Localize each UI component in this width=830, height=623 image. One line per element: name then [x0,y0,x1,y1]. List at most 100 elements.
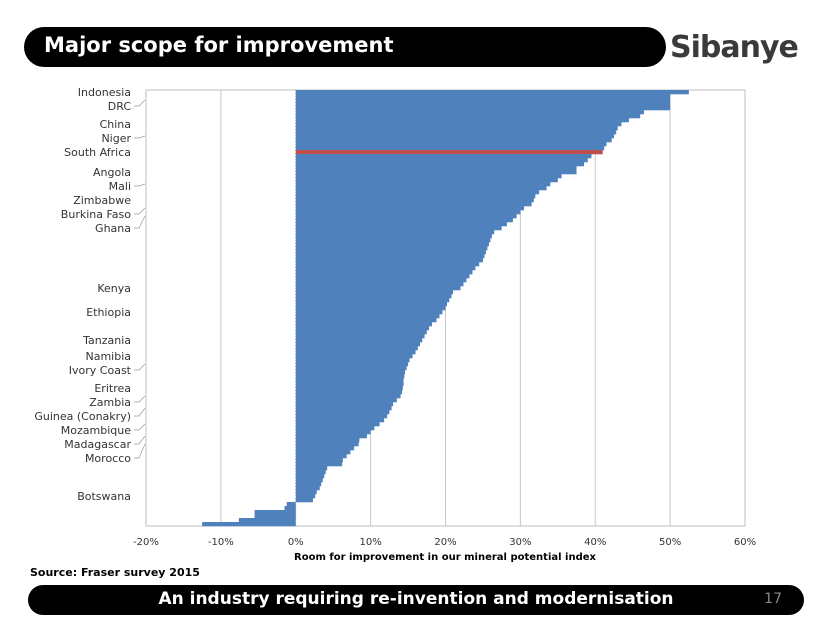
bar [295,418,385,423]
bar [295,142,607,147]
bar [295,470,326,475]
bar [295,226,502,231]
bar [295,266,476,271]
bar [295,390,403,395]
label-leader-line [134,423,146,431]
bar [295,438,360,443]
country-label: DRC [108,100,132,113]
bar [295,370,406,375]
bar [295,310,443,315]
bar [295,462,343,467]
bar [295,326,430,331]
bar [295,398,397,403]
country-label: Indonesia [78,86,131,99]
bar [295,330,427,335]
country-label: China [100,118,131,131]
bar [295,294,452,299]
bar [295,378,404,383]
bar [295,458,343,463]
bar [295,242,489,247]
country-label: Mali [109,180,131,193]
bar [295,234,492,239]
bar [295,450,351,455]
bar [254,510,296,515]
bar [295,114,641,119]
bar [295,494,316,499]
x-tick-label: 50% [659,537,681,548]
bar [295,162,585,167]
bar [295,194,536,199]
bar [254,514,296,519]
bar [295,94,671,99]
source-note: Source: Fraser survey 2015 [30,566,200,579]
x-tick-label: 30% [509,537,531,548]
label-leader-line [134,207,146,215]
country-label: Eritrea [94,382,131,395]
bar [295,394,401,399]
bar [295,482,322,487]
country-label: Angola [93,166,131,179]
bar [295,126,618,131]
x-tick-label: -20% [133,537,159,548]
bar [295,174,562,179]
country-label: Morocco [85,452,131,465]
bar [295,350,416,355]
x-tick-label: 40% [584,537,606,548]
label-leader-line [134,407,146,417]
bar [295,490,317,495]
bar [295,206,525,211]
country-label: Madagascar [64,438,131,451]
bar [295,250,486,255]
country-label: Tanzania [82,334,131,347]
bar-highlight [295,150,603,155]
bar [295,342,421,347]
bar [295,338,423,343]
bar [295,190,540,195]
bar [295,358,410,363]
bar [295,434,367,439]
bar [295,382,404,387]
bar [295,474,325,479]
x-axis-title: Room for improvement in our mineral pote… [294,552,596,563]
country-label: Guinea (Conakry) [34,410,131,423]
bar [295,90,689,95]
label-leader-line [134,183,146,187]
bar [295,122,622,127]
bar [295,146,605,151]
country-label: Burkina Faso [61,208,131,221]
bar [295,166,577,171]
label-leader-line [134,215,146,229]
country-label: Niger [101,132,131,145]
sibanye-logo: Sibanye [670,30,799,65]
x-tick-label: 0% [288,537,304,548]
bar [295,202,532,207]
bar [295,290,453,295]
country-label: Ethiopia [86,306,131,319]
bar [295,466,328,471]
bar [295,486,320,491]
bar [295,246,488,251]
bar [295,366,407,371]
bar [295,402,394,407]
bar [295,130,617,135]
label-leader-line [134,443,146,459]
bar [295,422,380,427]
label-leader-line [134,99,146,107]
bar [295,446,355,451]
page-title: Major scope for improvement [44,33,394,57]
label-leader-line [134,135,146,139]
footer-tagline: An industry requiring re-invention and m… [158,589,674,609]
bar [295,270,473,275]
bar [295,182,551,187]
title-banner: Major scope for improvement [24,27,666,67]
bar [295,346,418,351]
bar [295,222,507,227]
country-label: Namibia [85,350,131,363]
bar [295,454,347,459]
bar [295,302,447,307]
bar [238,518,296,523]
bar [295,186,547,191]
bar [295,198,534,203]
country-label: Zimbabwe [73,194,131,207]
bar [295,278,467,283]
